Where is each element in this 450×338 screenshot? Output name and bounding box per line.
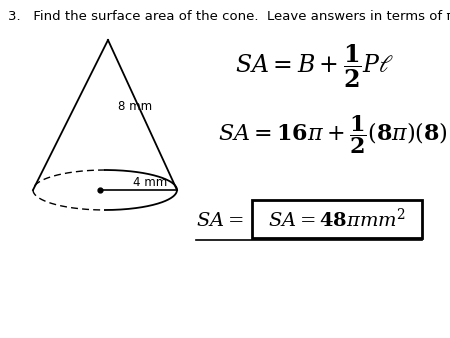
FancyBboxPatch shape <box>252 200 422 238</box>
Text: $\mathit{SA} = \mathbf{16}\pi + \dfrac{\mathbf{1}}{\mathbf{2}}(\mathbf{8}\pi)(\m: $\mathit{SA} = \mathbf{16}\pi + \dfrac{\… <box>218 113 448 156</box>
Text: $\mathit{SA} = \mathbf{48}\pi \mathit{mm}^2$: $\mathit{SA} = \mathbf{48}\pi \mathit{mm… <box>268 208 406 231</box>
Text: $\mathit{SA} = \mathit{B} + \dfrac{\mathbf{1}}{\mathbf{2}}\mathit{P\ell}$: $\mathit{SA} = \mathit{B} + \dfrac{\math… <box>235 43 394 90</box>
Text: 3.   Find the surface area of the cone.  Leave answers in terms of π.: 3. Find the surface area of the cone. Le… <box>8 10 450 23</box>
Text: 4 mm: 4 mm <box>133 176 167 190</box>
Text: $\mathit{SA} = $: $\mathit{SA} = $ <box>196 211 243 230</box>
Text: 8 mm: 8 mm <box>118 99 152 113</box>
